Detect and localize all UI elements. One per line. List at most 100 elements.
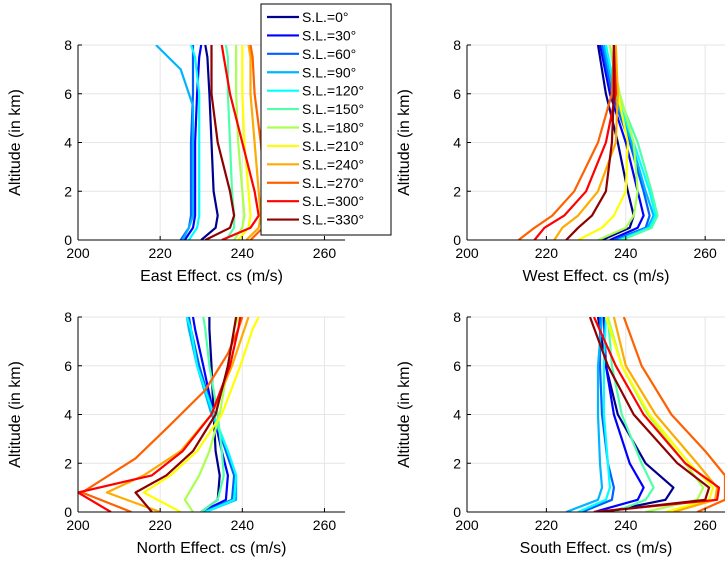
x-tick-label: 240: [614, 245, 638, 261]
series-line-S.L.=0°: [596, 45, 635, 240]
series-line-S.L.=300°: [220, 45, 260, 240]
legend-label: S.L.=150°: [302, 101, 364, 117]
y-tick-label: 4: [453, 407, 461, 423]
series-line-S.L.=210°: [142, 317, 260, 512]
y-tick-label: 6: [453, 358, 461, 374]
series-line-S.L.=330°: [204, 45, 236, 240]
legend-entry: S.L.=300°: [267, 193, 364, 209]
legend-entry: S.L.=30°: [267, 27, 356, 43]
legend-entry: S.L.=0°: [267, 9, 348, 25]
series-line-S.L.=0°: [200, 45, 219, 240]
series-line-S.L.=330°: [134, 317, 238, 512]
series-group: [565, 317, 725, 512]
x-axis-label: West Effect. cs (m/s): [523, 268, 670, 285]
legend-label: S.L.=30°: [302, 27, 356, 43]
x-tick-label: 220: [535, 245, 559, 261]
legend-label: S.L.=300°: [302, 193, 364, 209]
y-tick-label: 2: [64, 183, 72, 199]
y-tick-label: 6: [64, 86, 72, 102]
y-axis-label: Altitude (in km): [396, 361, 413, 468]
series-line-S.L.=30°: [191, 317, 229, 512]
x-tick-label: 260: [693, 245, 717, 261]
legend-label: S.L.=180°: [302, 120, 364, 136]
legend-entry: S.L.=180°: [267, 120, 364, 136]
x-tick-label: 200: [66, 245, 90, 261]
series-line-S.L.=150°: [224, 45, 236, 240]
legend: S.L.=0° S.L.=30° S.L.=60° S.L.=90° S.L.=120°…: [260, 3, 392, 236]
legend-label: S.L.=330°: [302, 212, 364, 228]
y-tick-label: 0: [453, 504, 461, 520]
y-tick-label: 0: [453, 232, 461, 248]
x-tick-label: 200: [66, 517, 90, 533]
legend-label: S.L.=90°: [302, 64, 356, 80]
series-line-S.L.=270°: [517, 45, 615, 240]
x-tick-label: 200: [455, 245, 479, 261]
x-axis-label: South Effect. cs (m/s): [520, 540, 673, 557]
legend-entry: S.L.=120°: [267, 83, 364, 99]
subplot-south: 200 220 240 260 0 2 4 6 8 South Effect. cs (m/s) A…: [396, 309, 725, 557]
legend-box: [260, 3, 392, 236]
legend-label: S.L.=210°: [302, 138, 364, 154]
series-line-S.L.=120°: [187, 45, 201, 240]
y-tick-label: 0: [64, 504, 72, 520]
x-axis-label: North Effect. cs (m/s): [137, 540, 287, 557]
subplot-north: 200 220 240 260 0 2 4 6 8 North Effect. cs (m/s) A…: [7, 309, 345, 557]
x-tick-label: 240: [231, 245, 255, 261]
y-tick-label: 8: [453, 37, 461, 53]
y-tick-label: 4: [64, 135, 72, 151]
series-line-S.L.=30°: [593, 317, 645, 512]
x-tick-label: 260: [313, 245, 337, 261]
x-tick-label: 240: [614, 517, 638, 533]
y-tick-label: 6: [453, 86, 461, 102]
x-tick-label: 220: [148, 517, 172, 533]
series-line-S.L.=180°: [233, 45, 246, 240]
legend-label: S.L.=120°: [302, 83, 364, 99]
y-axis-label: Altitude (in km): [7, 89, 24, 196]
x-tick-label: 220: [148, 245, 172, 261]
series-group: [78, 317, 260, 512]
y-tick-label: 2: [453, 183, 461, 199]
y-tick-label: 0: [64, 232, 72, 248]
y-tick-label: 2: [453, 455, 461, 471]
series-line-S.L.=30°: [183, 45, 203, 240]
legend-entry: S.L.=90°: [267, 64, 356, 80]
legend-entry: S.L.=210°: [267, 138, 364, 154]
legend-label: S.L.=240°: [302, 156, 364, 172]
y-tick-label: 6: [64, 358, 72, 374]
series-line-S.L.=300°: [533, 45, 617, 240]
y-tick-label: 2: [64, 455, 72, 471]
series-line-S.L.=210°: [237, 45, 252, 240]
subplot-west: 200 220 240 260 0 2 4 6 8 West Effect. cs (m/s) Al…: [396, 37, 725, 285]
legend-entry: S.L.=270°: [267, 175, 364, 191]
x-tick-label: 200: [455, 517, 479, 533]
series-line-S.L.=240°: [553, 45, 619, 240]
y-tick-label: 8: [453, 309, 461, 325]
legend-label: S.L.=60°: [302, 46, 356, 62]
grid-lines: [466, 316, 725, 513]
series-line-S.L.=150°: [200, 317, 225, 512]
series-line-S.L.=300°: [78, 317, 242, 512]
series-line-S.L.=270°: [622, 317, 725, 512]
x-tick-label: 260: [693, 517, 717, 533]
x-tick-label: 240: [231, 517, 255, 533]
series-line-S.L.=300°: [592, 317, 721, 512]
series-line-S.L.=90°: [565, 317, 604, 512]
legend-label: S.L.=270°: [302, 175, 364, 191]
legend-entry: S.L.=60°: [267, 46, 356, 62]
series-line-S.L.=90°: [155, 45, 195, 240]
legend-label: S.L.=0°: [302, 9, 348, 25]
y-tick-label: 4: [64, 407, 72, 423]
legend-entry: S.L.=150°: [267, 101, 364, 117]
legend-entry: S.L.=240°: [267, 156, 364, 172]
legend-entry: S.L.=330°: [267, 212, 364, 228]
series-line-S.L.=180°: [597, 45, 639, 240]
series-line-S.L.=330°: [588, 317, 711, 512]
x-tick-label: 260: [313, 517, 337, 533]
y-tick-label: 8: [64, 309, 72, 325]
y-tick-label: 4: [453, 135, 461, 151]
series-line-S.L.=240°: [245, 45, 262, 240]
y-tick-label: 8: [64, 37, 72, 53]
series-group: [517, 45, 659, 240]
series-line-S.L.=120°: [577, 317, 612, 512]
